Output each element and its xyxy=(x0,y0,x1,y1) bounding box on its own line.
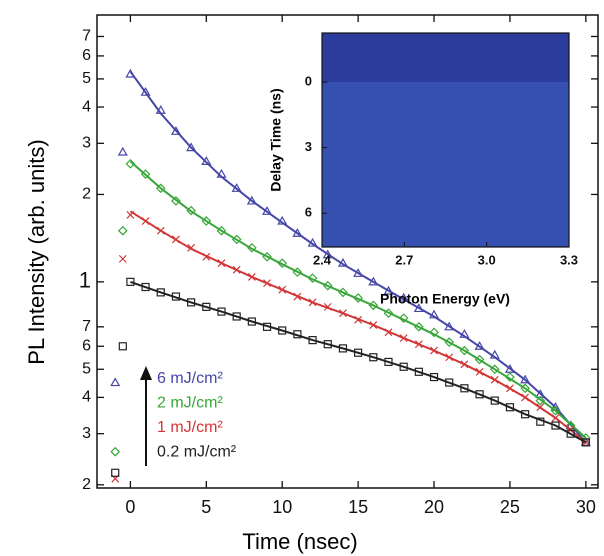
x-tick-label: 15 xyxy=(348,497,368,517)
data-point xyxy=(429,372,439,382)
data-point xyxy=(117,225,128,236)
inset: Photon Energy (eV) Delay Time (ns) xyxy=(268,32,570,307)
data-point xyxy=(111,468,120,477)
data-point xyxy=(444,321,455,331)
data-point xyxy=(521,410,530,419)
heatmap xyxy=(322,82,569,247)
data-point xyxy=(322,249,333,259)
fit-line xyxy=(129,160,587,439)
inset-x-tick-label: 3.3 xyxy=(560,252,578,267)
data-point xyxy=(126,277,135,286)
y-tick-label: 5 xyxy=(82,360,91,377)
y-tick-label: 4 xyxy=(82,389,91,406)
inset-frame xyxy=(321,32,570,248)
data-point xyxy=(445,378,454,387)
data-point xyxy=(566,429,575,438)
y-tick-label: 6 xyxy=(82,337,91,354)
y-tick-label: 2 xyxy=(82,476,91,493)
data-point xyxy=(460,384,469,393)
data-point xyxy=(369,353,378,362)
fit-line xyxy=(130,280,587,444)
x-tick-label: 5 xyxy=(201,497,211,517)
data-point xyxy=(232,312,241,321)
data-point xyxy=(140,86,151,96)
inset-x-label: Photon Energy (eV) xyxy=(380,291,510,307)
y-tick-label: 3 xyxy=(82,425,91,442)
inset-x-tick-label: 2.7 xyxy=(395,252,413,267)
data-point xyxy=(156,288,165,297)
fit-line xyxy=(129,71,587,444)
data-point xyxy=(399,362,408,371)
data-point xyxy=(535,395,546,406)
y-tick-label: 6 xyxy=(82,47,91,64)
y-tick-label: 1 xyxy=(79,268,91,293)
y-tick-label: 2 xyxy=(82,186,91,203)
data-point xyxy=(110,377,121,387)
y-tick-label: 7 xyxy=(82,28,91,45)
legend-label: 6 mJ/cm² xyxy=(157,370,223,387)
x-tick-label: 20 xyxy=(424,497,444,517)
data-point xyxy=(186,142,197,152)
data-point xyxy=(581,438,590,447)
data-point xyxy=(505,403,515,412)
fit-line xyxy=(129,210,587,444)
data-point xyxy=(117,146,128,156)
plot-frame xyxy=(96,14,599,489)
data-point xyxy=(110,446,121,457)
inset-x-tick-label: 3.0 xyxy=(478,252,496,267)
y-tick-label: 5 xyxy=(82,70,91,87)
data-point xyxy=(171,196,181,206)
x-tick-label: 25 xyxy=(500,497,520,517)
y-tick-label: 3 xyxy=(82,135,91,152)
x-tick-label: 10 xyxy=(272,497,292,517)
legend-label: 0.2 mJ/cm² xyxy=(157,444,237,461)
data-point xyxy=(505,372,515,382)
data-point xyxy=(490,396,499,405)
data-point xyxy=(187,298,196,307)
data-point xyxy=(429,327,439,338)
y-tick-label: 7 xyxy=(82,318,91,335)
inset-y-label: Delay Time (ns) xyxy=(268,88,284,191)
fluence-arrow xyxy=(140,366,152,466)
legend-label: 2 mJ/cm² xyxy=(157,395,223,412)
x-tick-label: 30 xyxy=(576,497,596,517)
x-axis-label: Time (nsec) xyxy=(242,529,357,554)
data-point xyxy=(353,293,363,303)
inset-x-tick-label: 2.4 xyxy=(313,252,332,267)
inset-axes: 2.4 2.7 3.0 3.3 0 3 6 xyxy=(305,74,578,268)
data-point xyxy=(170,126,181,135)
inset-y-tick-label: 6 xyxy=(305,205,312,220)
data-point xyxy=(118,254,127,263)
data-point xyxy=(141,282,150,292)
y-tick-label: 4 xyxy=(82,98,91,115)
inset-y-tick-label: 3 xyxy=(305,139,312,154)
data-point xyxy=(475,390,484,399)
inset-y-tick-label: 0 xyxy=(305,74,312,89)
x-tick-label: 0 xyxy=(125,497,135,517)
data-point xyxy=(398,313,409,323)
data-point xyxy=(307,273,318,283)
y-axis-label: PL Intensity (arb. units) xyxy=(24,139,49,364)
data-point xyxy=(118,342,127,351)
legend-label: 1 mJ/cm² xyxy=(157,419,223,436)
data-point xyxy=(551,421,560,430)
